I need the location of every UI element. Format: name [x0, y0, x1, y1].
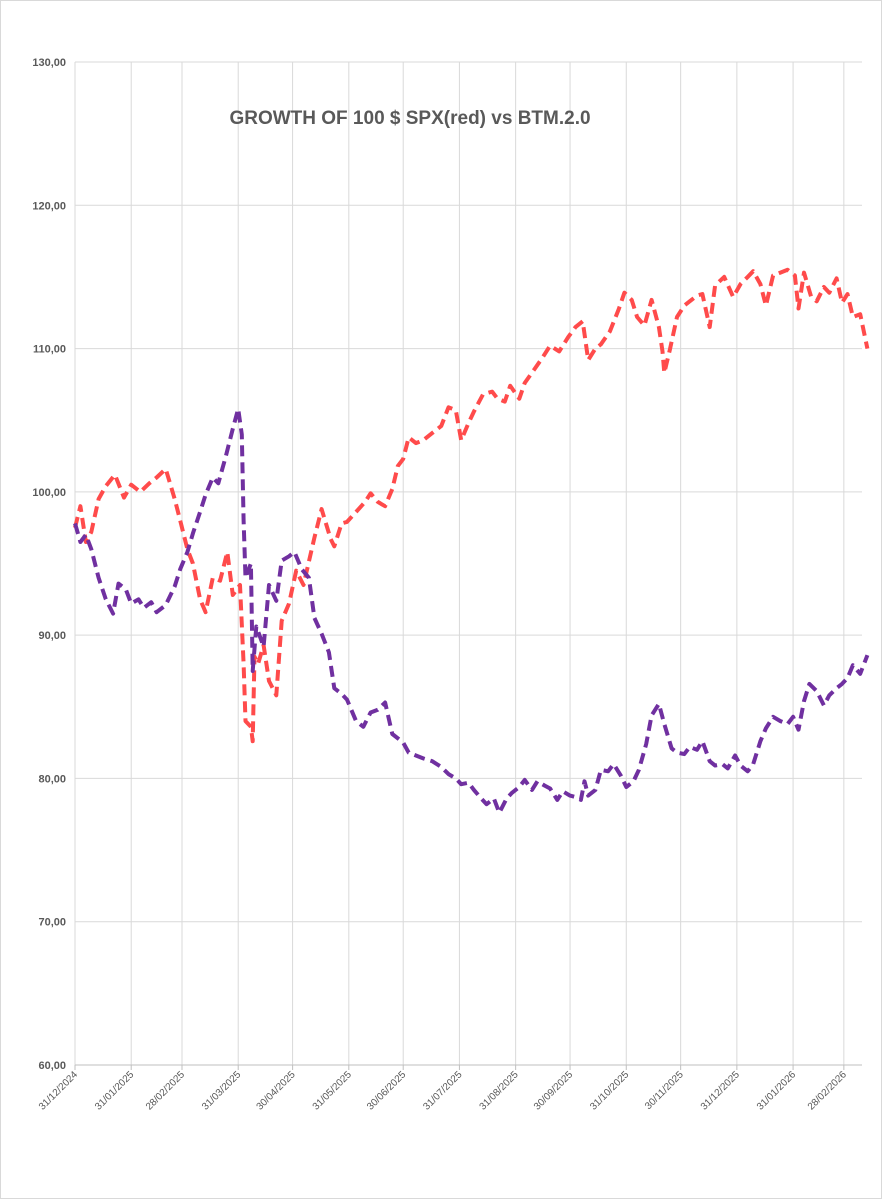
y-tick-label: 100,00 — [32, 487, 66, 499]
x-tick-label: 30/04/2025 — [255, 1069, 298, 1112]
x-tick-label: 31/03/2025 — [200, 1069, 243, 1112]
gridlines — [74, 61, 862, 1070]
x-tick-label: 30/09/2025 — [532, 1069, 575, 1112]
series-line-1 — [73, 406, 870, 815]
y-tick-label: 120,00 — [32, 200, 66, 212]
y-tick-label: 80,00 — [38, 773, 66, 785]
y-tick-label: 60,00 — [38, 1060, 66, 1072]
x-tick-label: 30/11/2025 — [643, 1069, 686, 1112]
x-tick-label: 31/12/2025 — [699, 1069, 742, 1112]
y-tick-label: 130,00 — [32, 57, 66, 69]
series-lines — [73, 267, 870, 815]
x-tick-label: 31/07/2025 — [421, 1069, 464, 1112]
x-tick-label: 28/02/2026 — [806, 1069, 849, 1112]
y-tick-label: 110,00 — [33, 344, 66, 356]
series-line-0 — [73, 267, 870, 744]
x-axis-ticks: 31/12/2024 31/01/2025 28/02/2025 31/03/2025… — [37, 1069, 849, 1112]
x-tick-label: 31/12/2024 — [37, 1069, 80, 1112]
x-tick-label: 31/10/2025 — [588, 1069, 631, 1112]
x-tick-label: 31/05/2025 — [311, 1069, 354, 1112]
x-tick-label: 31/01/2025 — [93, 1069, 136, 1112]
y-tick-label: 70,00 — [38, 917, 66, 929]
x-tick-label: 31/08/2025 — [478, 1069, 521, 1112]
y-axis-ticks: 60,00 70,00 80,00 90,00 100,00 110,00 120,00 13… — [32, 57, 66, 1072]
x-tick-label: 28/02/2025 — [144, 1069, 187, 1112]
chart-title: GROWTH OF 100 $ SPX(red) vs BTM.2.0 — [229, 108, 590, 129]
x-tick-label: 30/06/2025 — [365, 1069, 408, 1112]
x-tick-label: 31/01/2026 — [755, 1069, 798, 1112]
y-tick-label: 90,00 — [38, 630, 66, 642]
